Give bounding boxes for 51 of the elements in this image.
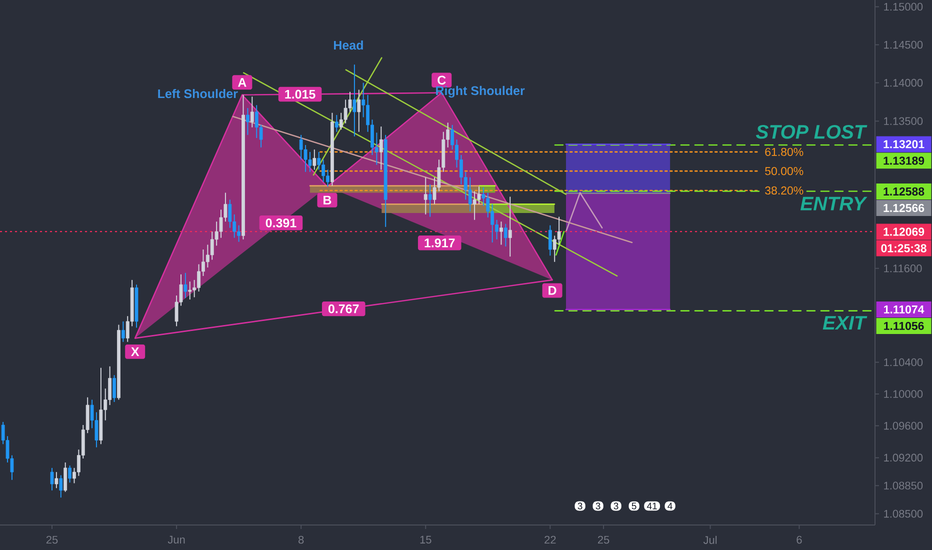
annotation: B <box>324 196 332 204</box>
y-tick-label: 1.10000 <box>884 390 923 398</box>
annotation: 3 <box>578 502 582 510</box>
x-tick-label: 25 <box>598 536 610 544</box>
annotation: 1.13201 <box>884 140 924 148</box>
series-label: 50.00% <box>765 167 804 176</box>
annotation: 0.391 <box>266 218 296 228</box>
annotation: 1.917 <box>424 238 455 248</box>
ref-line-label: 1.12069 <box>884 228 924 236</box>
data-label: 1.12588 <box>884 187 924 196</box>
series-label: 38.20% <box>765 186 804 195</box>
y-tick-label: 1.09600 <box>884 422 923 430</box>
annotation: C <box>438 76 446 85</box>
x-tick-label: Jul <box>703 536 717 544</box>
annotation: 0.767 <box>328 304 359 314</box>
annotation: D <box>548 286 556 295</box>
y-tick-label: 1.14500 <box>884 40 923 49</box>
annotation: STOP LOST <box>756 124 868 139</box>
y-tick-label: 1.08500 <box>884 510 923 518</box>
series-label: 61.80% <box>765 148 804 156</box>
annotation: 3 <box>596 502 600 510</box>
y-tick-label: 1.10400 <box>884 358 923 366</box>
annotation: 41 <box>646 502 657 510</box>
annotation: Head <box>334 40 363 50</box>
annotation: 5 <box>632 502 636 510</box>
x-tick-label: 6 <box>796 536 802 544</box>
y-tick-label: 1.14000 <box>884 78 923 87</box>
annotation: 1.12566 <box>884 204 924 212</box>
annotation: 1.11074 <box>884 305 924 314</box>
annotation: Left Shoulder <box>158 88 238 98</box>
annotation: ENTRY <box>800 196 868 210</box>
annotation: EXIT <box>822 316 868 330</box>
x-tick-label: 15 <box>420 536 432 544</box>
y-tick-label: 1.11600 <box>884 264 922 272</box>
annotation: 3 <box>614 502 618 510</box>
x-tick-label: 22 <box>544 536 556 544</box>
y-tick-label: 1.09200 <box>884 454 923 462</box>
annotation: 01:25:38 <box>881 244 926 252</box>
y-tick-label: 1.15000 <box>884 2 923 11</box>
x-tick-label: 8 <box>298 536 304 544</box>
annotation: 4 <box>668 502 672 510</box>
annotation: X <box>131 347 140 356</box>
annotation: Right Shoulder <box>436 86 525 98</box>
annotation: 1.015 <box>285 90 316 99</box>
x-tick-label: Jun <box>168 536 185 544</box>
data-label: 1.11056 <box>884 322 924 330</box>
data-label: 1.13189 <box>884 156 924 165</box>
x-tick-label: 25 <box>46 536 58 544</box>
y-tick-label: 1.08850 <box>884 482 923 490</box>
annotation: A <box>238 78 246 87</box>
y-tick-label: 1.13500 <box>884 117 923 125</box>
